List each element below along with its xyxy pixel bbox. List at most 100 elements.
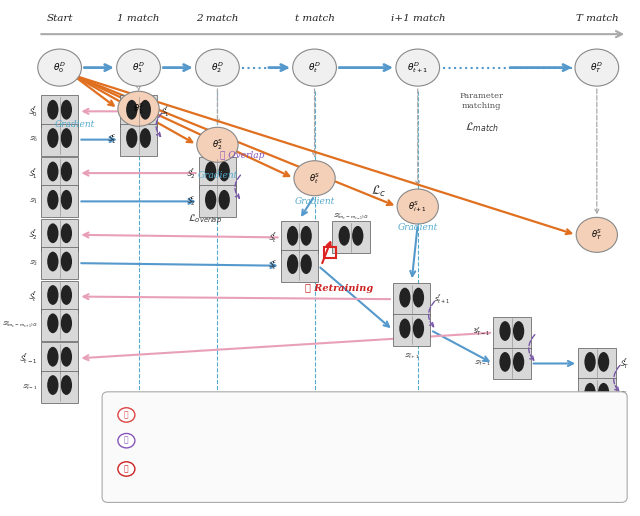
Circle shape <box>397 189 438 224</box>
Ellipse shape <box>598 383 609 402</box>
Ellipse shape <box>47 223 58 243</box>
FancyBboxPatch shape <box>393 283 431 315</box>
Ellipse shape <box>219 190 230 209</box>
Ellipse shape <box>61 347 72 367</box>
Text: $\mathcal{L}_{overlap}(\mathcal{S}_i^f,\mathcal{S}_i^c)$: $\mathcal{L}_{overlap}(\mathcal{S}_i^f,\… <box>187 433 248 448</box>
FancyBboxPatch shape <box>198 185 236 217</box>
Ellipse shape <box>47 285 58 305</box>
FancyBboxPatch shape <box>393 314 431 346</box>
Ellipse shape <box>513 321 524 341</box>
FancyBboxPatch shape <box>578 378 616 410</box>
Ellipse shape <box>47 162 58 182</box>
Text: i+1 match: i+1 match <box>390 14 445 23</box>
Circle shape <box>196 49 239 86</box>
Text: $\mathcal{S}_1^c$: $\mathcal{S}_1^c$ <box>29 197 38 206</box>
Ellipse shape <box>61 223 72 243</box>
Ellipse shape <box>47 375 58 395</box>
Text: t match: t match <box>294 14 335 23</box>
FancyBboxPatch shape <box>493 348 531 379</box>
Text: $\theta_{i+1}^S$: $\theta_{i+1}^S$ <box>408 199 428 214</box>
Circle shape <box>38 49 81 86</box>
Ellipse shape <box>47 100 58 120</box>
Text: $\mathcal{S}_1^f$: $\mathcal{S}_1^f$ <box>28 166 38 181</box>
FancyBboxPatch shape <box>280 250 318 282</box>
Text: $\mathcal{S}_{(m_c-m_{c-1})/2}^c$: $\mathcal{S}_{(m_c-m_{c-1})/2}^c$ <box>333 212 369 222</box>
FancyBboxPatch shape <box>102 392 627 503</box>
Ellipse shape <box>47 190 58 209</box>
Text: $\mathcal{S}_T^f$: $\mathcal{S}_T^f$ <box>619 356 629 371</box>
Text: $\mathcal{S}_1^f$: $\mathcal{S}_1^f$ <box>161 104 170 119</box>
Text: $\theta_2^S$: $\theta_2^S$ <box>212 137 223 152</box>
Circle shape <box>396 49 440 86</box>
FancyBboxPatch shape <box>41 185 79 217</box>
Text: $\mathcal{S}_{t-1}^c$: $\mathcal{S}_{t-1}^c$ <box>22 382 38 392</box>
Text: $\mathcal{S}_{(m_s-m_{s+1})/2}^c$: $\mathcal{S}_{(m_s-m_{s+1})/2}^c$ <box>2 320 38 330</box>
Text: $\mathcal{S}_t^f$: $\mathcal{S}_t^f$ <box>268 230 278 245</box>
FancyBboxPatch shape <box>41 370 79 402</box>
Text: Gradient: Gradient <box>397 222 438 232</box>
Text: Overlap: Overlap <box>140 436 179 445</box>
Ellipse shape <box>140 100 151 120</box>
Text: ②: ② <box>124 437 129 445</box>
Text: $\mathcal{S}_T^c$: $\mathcal{S}_T^c$ <box>619 390 628 399</box>
Circle shape <box>575 49 619 86</box>
Ellipse shape <box>205 162 216 182</box>
Ellipse shape <box>61 162 72 182</box>
Ellipse shape <box>339 226 350 246</box>
Text: $\theta_0^S:=\theta_0^D\quad\mathcal{S}_{t|1}^f:=\mathcal{S}_t^f\quad\mathcal{S}: $\theta_0^S:=\theta_0^D\quad\mathcal{S}_… <box>187 407 328 423</box>
Text: $\mathcal{S}_t^c$: $\mathcal{S}_t^c$ <box>268 259 278 272</box>
Ellipse shape <box>413 288 424 308</box>
FancyBboxPatch shape <box>120 124 157 156</box>
Text: T match: T match <box>575 14 618 23</box>
Ellipse shape <box>399 288 410 308</box>
Ellipse shape <box>61 190 72 209</box>
Text: $\mathcal{S}_1^c$: $\mathcal{S}_1^c$ <box>107 133 116 147</box>
Text: $\theta_1^S$: $\theta_1^S$ <box>133 101 144 116</box>
Text: ①: ① <box>124 411 129 419</box>
Ellipse shape <box>399 318 410 338</box>
Text: $\mathcal{L}_c$: $\mathcal{L}_c$ <box>371 184 386 199</box>
Ellipse shape <box>513 352 524 372</box>
FancyBboxPatch shape <box>493 317 531 349</box>
Text: Start: Start <box>46 14 73 23</box>
Text: 1 match: 1 match <box>117 14 160 23</box>
Ellipse shape <box>61 100 72 120</box>
Ellipse shape <box>499 321 511 341</box>
Text: Restart: Restart <box>140 410 177 420</box>
Circle shape <box>292 49 337 86</box>
FancyBboxPatch shape <box>280 221 318 253</box>
Text: $\theta_0^D$: $\theta_0^D$ <box>53 60 66 75</box>
FancyBboxPatch shape <box>332 221 370 253</box>
Ellipse shape <box>61 252 72 271</box>
Text: $\mathcal{S}_2^f$: $\mathcal{S}_2^f$ <box>186 166 196 181</box>
Text: Retraining: Retraining <box>140 464 199 474</box>
Ellipse shape <box>287 226 298 246</box>
Ellipse shape <box>584 352 596 372</box>
Ellipse shape <box>47 128 58 148</box>
FancyBboxPatch shape <box>41 309 79 341</box>
Ellipse shape <box>61 313 72 333</box>
Circle shape <box>197 127 238 163</box>
Text: $\theta_t^S$: $\theta_t^S$ <box>309 171 320 186</box>
Text: Gradient: Gradient <box>294 197 335 206</box>
Ellipse shape <box>61 285 72 305</box>
Ellipse shape <box>413 318 424 338</box>
Ellipse shape <box>499 352 511 372</box>
Ellipse shape <box>287 254 298 274</box>
Ellipse shape <box>126 100 138 120</box>
Text: $\mathcal{S}_0^f$: $\mathcal{S}_0^f$ <box>28 104 38 119</box>
Ellipse shape <box>126 128 138 148</box>
Text: $\mathcal{S}_2^c$: $\mathcal{S}_2^c$ <box>186 195 196 208</box>
Text: $\mathcal{S}_0^c$: $\mathcal{S}_0^c$ <box>29 135 38 144</box>
FancyBboxPatch shape <box>41 124 79 156</box>
Ellipse shape <box>584 383 596 402</box>
Text: $\theta_T^D$: $\theta_T^D$ <box>591 60 604 75</box>
Circle shape <box>118 408 135 422</box>
FancyBboxPatch shape <box>41 95 79 127</box>
FancyBboxPatch shape <box>41 281 79 313</box>
Ellipse shape <box>301 254 312 274</box>
Text: $\mathcal{L}_{match}$: $\mathcal{L}_{match}$ <box>465 120 499 134</box>
Ellipse shape <box>140 128 151 148</box>
Ellipse shape <box>219 162 230 182</box>
FancyBboxPatch shape <box>198 157 236 189</box>
